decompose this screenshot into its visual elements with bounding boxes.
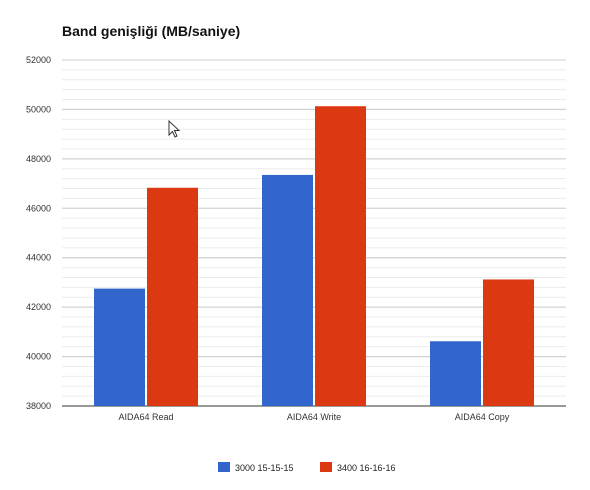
bar-series2 <box>483 279 534 406</box>
legend-swatch <box>320 462 332 472</box>
bar-series1 <box>430 341 481 406</box>
legend-label: 3400 16-16-16 <box>337 463 396 473</box>
y-tick-label: 52000 <box>26 55 51 65</box>
grid-lines <box>62 59 566 407</box>
legend: 3000 15-15-15 3400 16-16-16 <box>218 462 396 473</box>
x-category-label: AIDA64 Copy <box>455 412 510 422</box>
bar-series2 <box>315 106 366 407</box>
x-axis-labels: AIDA64 Read AIDA64 Write AIDA64 Copy <box>118 412 509 422</box>
bar-series1 <box>94 288 145 406</box>
bar-series1 <box>262 174 313 406</box>
y-tick-label: 48000 <box>26 154 51 164</box>
mouse-cursor-icon <box>168 119 181 138</box>
x-category-label: AIDA64 Read <box>118 412 173 422</box>
legend-label: 3000 15-15-15 <box>235 463 294 473</box>
y-tick-label: 42000 <box>26 302 51 312</box>
chart-title: Band genişliği (MB/saniye) <box>62 23 241 39</box>
y-axis-ticks: 38000 40000 42000 44000 46000 48000 50000 52000 <box>26 55 51 411</box>
y-tick-label: 46000 <box>26 203 51 213</box>
y-tick-label: 50000 <box>26 104 51 114</box>
y-tick-label: 40000 <box>26 352 51 362</box>
y-tick-label: 38000 <box>26 401 51 411</box>
x-category-label: AIDA64 Write <box>287 412 341 422</box>
legend-swatch <box>218 462 230 472</box>
y-tick-label: 44000 <box>26 253 51 263</box>
bar-series2 <box>147 187 198 406</box>
bars <box>94 106 534 407</box>
